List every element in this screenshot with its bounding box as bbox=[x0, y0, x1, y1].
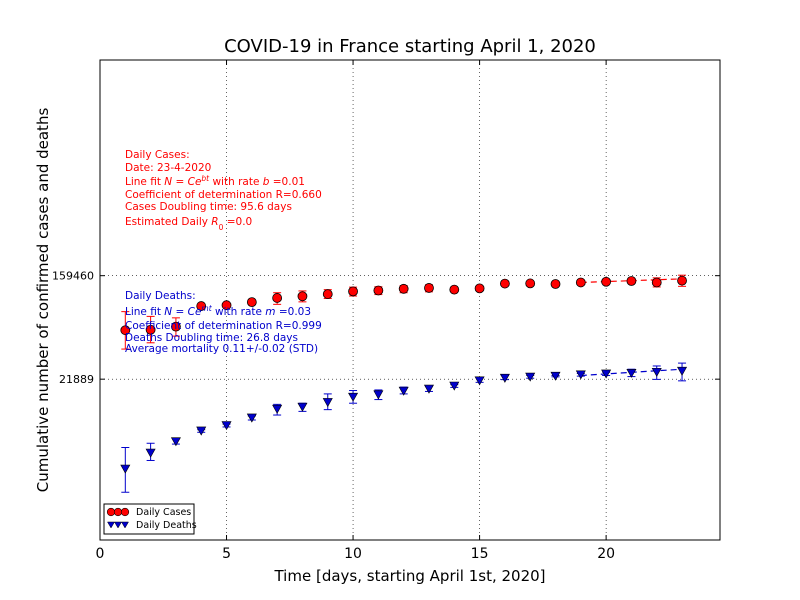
deaths-data-point bbox=[550, 371, 561, 381]
legend-deaths-marker bbox=[121, 521, 129, 529]
cases-data-point bbox=[651, 277, 662, 288]
cases-annotation: Daily Cases: Date: 23-4-2020 Line fit N … bbox=[125, 149, 322, 232]
cases-data-point bbox=[499, 278, 510, 289]
deaths-data-point bbox=[145, 448, 156, 458]
deaths-data-point bbox=[196, 426, 207, 436]
deaths-data-point bbox=[398, 386, 409, 396]
cases-annotation-line: Cases Doubling time: 95.6 days bbox=[125, 201, 292, 213]
deaths-data-point bbox=[170, 437, 181, 447]
cases-data-point bbox=[424, 283, 434, 293]
x-tick-label: 5 bbox=[222, 546, 231, 562]
deaths-data-point bbox=[449, 381, 460, 391]
deaths-data-point bbox=[221, 421, 232, 431]
deaths-data-point bbox=[651, 367, 662, 377]
x-tick-label: 10 bbox=[344, 546, 362, 562]
deaths-data-point bbox=[297, 402, 308, 412]
deaths-data-point bbox=[499, 373, 510, 383]
chart-title: COVID-19 in France starting April 1, 202… bbox=[224, 36, 596, 57]
deaths-data-point bbox=[575, 370, 586, 380]
deaths-annotation: Daily Deaths: Line fit N = Cemt with rat… bbox=[125, 290, 322, 355]
y-axis-label: Cumulative number of confirmed cases and… bbox=[34, 108, 52, 493]
plot-frame bbox=[99, 59, 721, 541]
cases-data-point bbox=[272, 293, 283, 303]
cases-annotation-fit-line: Line fit N = Cebt with rate b =0.01 bbox=[125, 174, 305, 189]
y-tick-label: 21889 bbox=[59, 373, 94, 386]
cases-data-point bbox=[145, 324, 156, 335]
x-tick-label: 0 bbox=[96, 546, 105, 562]
y-axis-ticks: 21889 159460 bbox=[52, 270, 720, 386]
deaths-data-point bbox=[348, 392, 359, 402]
deaths-annotation-fit-line: Line fit N = Cemt with rate m =0.03 bbox=[125, 304, 311, 319]
deaths-annotation-line: Average mortality 0.11+/-0.02 (STD) bbox=[125, 343, 318, 355]
deaths-data-point bbox=[601, 369, 612, 379]
cases-data-point bbox=[398, 283, 409, 294]
cases-data-point bbox=[120, 325, 131, 336]
deaths-data-point bbox=[246, 413, 257, 423]
legend-deaths-marker bbox=[114, 521, 122, 529]
deaths-data-point bbox=[423, 384, 434, 394]
cases-data-point bbox=[348, 286, 358, 297]
deaths-data-point bbox=[120, 464, 131, 474]
legend: Daily Cases Daily Deaths bbox=[103, 503, 197, 535]
cases-data-point bbox=[322, 289, 333, 299]
data-markers bbox=[120, 275, 688, 474]
y-tick-label: 159460 bbox=[52, 270, 94, 283]
deaths-data-point bbox=[373, 390, 384, 400]
grid-lines bbox=[100, 60, 720, 540]
deaths-annotation-line: Deaths Doubling time: 26.8 days bbox=[125, 332, 298, 344]
x-tick-label: 15 bbox=[471, 546, 489, 562]
deaths-data-point bbox=[474, 376, 485, 386]
cases-annotation-r0-line: Estimated Daily R0 =0.0 bbox=[125, 216, 252, 232]
deaths-annotation-line: Coefficient of determination R=0.999 bbox=[125, 320, 322, 332]
deaths-data-point bbox=[322, 398, 333, 408]
cases-data-point bbox=[373, 285, 384, 296]
legend-cases-label: Daily Cases bbox=[136, 507, 191, 518]
cases-data-point bbox=[575, 277, 586, 288]
cases-annotation-line: Daily Cases: bbox=[125, 149, 190, 161]
cases-data-point bbox=[196, 301, 207, 311]
x-tick-label: 20 bbox=[597, 546, 615, 562]
cases-data-point bbox=[449, 284, 460, 295]
cases-data-point bbox=[626, 276, 637, 286]
legend-cases-marker bbox=[120, 507, 130, 517]
deaths-data-point bbox=[272, 404, 283, 414]
deaths-data-point bbox=[626, 369, 637, 378]
cases-data-point bbox=[550, 279, 561, 289]
cases-data-point bbox=[601, 276, 612, 287]
cases-data-point bbox=[246, 297, 257, 308]
cases-annotation-line: Coefficient of determination R=0.660 bbox=[125, 189, 322, 201]
legend-cases-marker bbox=[106, 507, 116, 517]
cases-data-point bbox=[525, 278, 536, 289]
x-axis-label: Time [days, starting April 1st, 2020] bbox=[273, 567, 545, 585]
legend-cases-marker bbox=[113, 507, 123, 517]
legend-deaths-marker bbox=[107, 521, 115, 529]
deaths-data-point bbox=[525, 372, 536, 382]
cases-data-point bbox=[677, 275, 687, 286]
cases-data-point bbox=[297, 291, 308, 302]
deaths-data-point bbox=[677, 366, 688, 376]
deaths-annotation-line: Daily Deaths: bbox=[125, 290, 196, 302]
cases-data-point bbox=[474, 283, 485, 294]
fit-lines bbox=[580, 278, 683, 377]
cases-annotation-line: Date: 23-4-2020 bbox=[125, 162, 211, 174]
legend-deaths-label: Daily Deaths bbox=[136, 520, 197, 531]
cases-data-point bbox=[221, 300, 232, 311]
cases-data-point bbox=[171, 321, 181, 332]
